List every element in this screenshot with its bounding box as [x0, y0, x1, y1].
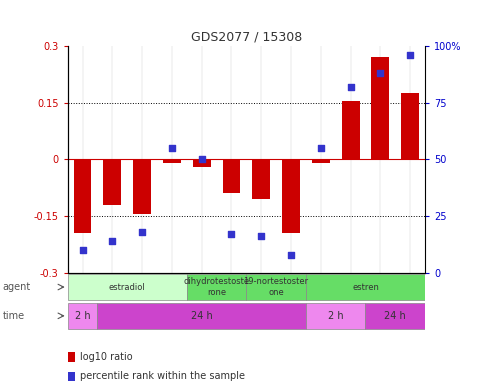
Bar: [68, 303, 98, 329]
Bar: [312, 159, 330, 163]
Text: 24 h: 24 h: [191, 311, 213, 321]
Bar: [306, 303, 366, 329]
Bar: [103, 159, 121, 205]
Bar: [246, 274, 306, 300]
Text: estren: estren: [352, 283, 379, 291]
Bar: [223, 159, 241, 194]
Text: dihydrotestoste
rone: dihydrotestoste rone: [184, 277, 250, 297]
Point: [287, 252, 295, 258]
Bar: [98, 303, 306, 329]
Point: [109, 238, 116, 244]
Text: 24 h: 24 h: [384, 311, 406, 321]
Bar: [133, 159, 151, 214]
Text: 2 h: 2 h: [328, 311, 343, 321]
Point: [257, 233, 265, 240]
Bar: [282, 159, 300, 233]
Bar: [163, 159, 181, 163]
Point: [168, 145, 176, 151]
Bar: [341, 101, 359, 159]
Bar: [68, 274, 187, 300]
Point: [198, 156, 206, 162]
Text: estradiol: estradiol: [109, 283, 145, 291]
Bar: [252, 159, 270, 199]
Bar: [73, 159, 91, 233]
Point: [317, 145, 325, 151]
Point: [406, 52, 414, 58]
Title: GDS2077 / 15308: GDS2077 / 15308: [191, 30, 302, 43]
Bar: [401, 93, 419, 159]
Point: [138, 229, 146, 235]
Point: [227, 231, 235, 237]
Bar: [306, 274, 425, 300]
Bar: [187, 274, 246, 300]
Point: [377, 70, 384, 76]
Point: [347, 84, 355, 90]
Text: 19-nortestoster
one: 19-nortestoster one: [243, 277, 309, 297]
Point: [79, 247, 86, 253]
Bar: [371, 57, 389, 159]
Text: agent: agent: [2, 282, 30, 292]
Text: time: time: [2, 311, 25, 321]
Text: log10 ratio: log10 ratio: [80, 352, 132, 362]
Bar: [193, 159, 211, 167]
Text: percentile rank within the sample: percentile rank within the sample: [80, 371, 245, 381]
Bar: [366, 303, 425, 329]
Text: 2 h: 2 h: [75, 311, 90, 321]
